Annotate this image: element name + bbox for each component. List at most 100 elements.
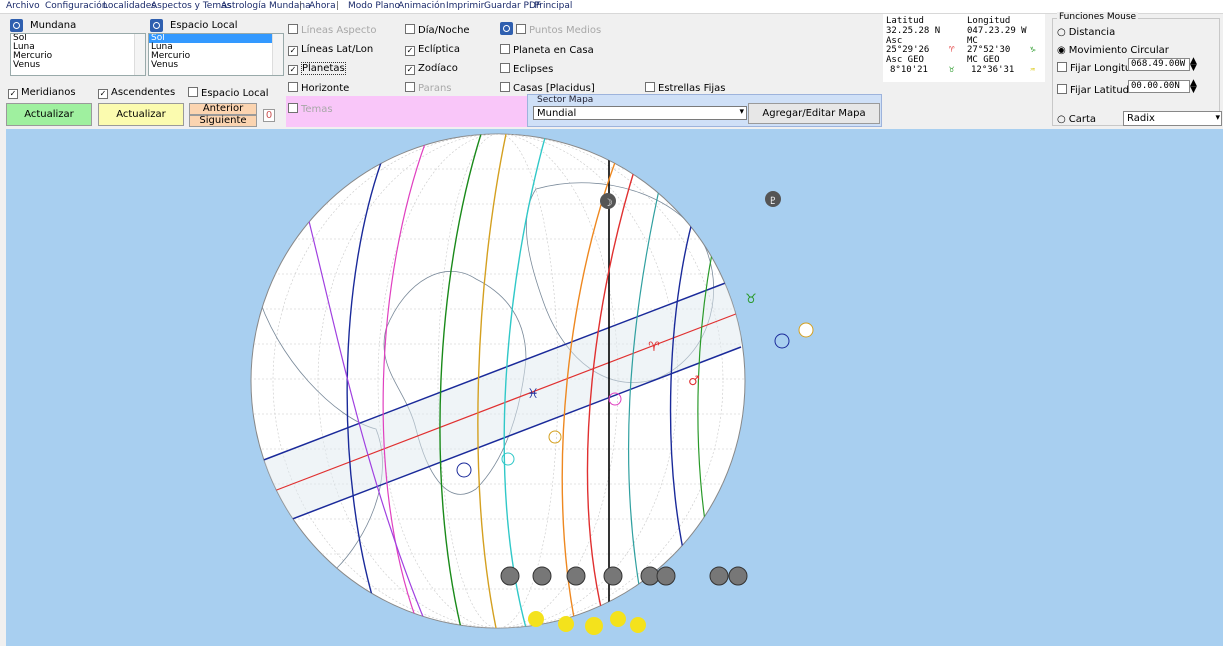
fijar-latitud-checkbox[interactable]: Fijar Latitud — [1057, 84, 1129, 96]
carta-radio[interactable]: ○ Carta — [1057, 114, 1097, 125]
neptune-marker — [456, 462, 472, 478]
settings-gear-icon[interactable] — [10, 19, 23, 32]
menu-guardar-pdf[interactable]: Guardar PDF — [484, 1, 542, 11]
planet-line — [439, 134, 482, 628]
planeta-en-casa-checkbox[interactable]: Planeta en Casa — [500, 44, 594, 56]
menu-ahora[interactable]: Ahora — [309, 1, 336, 11]
list-item[interactable]: Sol — [149, 34, 283, 43]
espacio-local-checkbox[interactable]: Espacio Local — [188, 87, 269, 99]
dia-noche-label: Día/Noche — [418, 25, 470, 36]
movimiento-circular-label: Movimiento Circular — [1068, 45, 1169, 56]
jupiter-marker — [774, 333, 790, 349]
casas-label: Casas [Placidus] — [513, 83, 595, 94]
casas-checkbox[interactable]: Casas [Placidus] — [500, 82, 595, 94]
mundana-title: Mundana — [30, 20, 77, 31]
mc-geo-value: 12°36'31 — [971, 65, 1015, 75]
ascendentes-label: Ascendentes — [111, 87, 176, 98]
menu-configuracion[interactable]: Configuración — [45, 1, 108, 11]
taurus-icon: ♉ — [745, 292, 757, 307]
zodiac-band-south — [260, 346, 742, 532]
ecliptica-checkbox[interactable]: ✓ Eclíptica — [405, 44, 461, 56]
carta-select[interactable]: Radix ▾ — [1123, 111, 1222, 126]
list-item[interactable]: Mercurio — [151, 51, 191, 61]
map-canvas[interactable]: ♓ ♈ ♉ ♂ ☽ ♇ — [6, 129, 1223, 646]
latitud-value: 32.25.28 N — [886, 26, 941, 36]
mc-geo-label: MC GEO — [967, 55, 1000, 65]
distancia-label: Distancia — [1068, 27, 1116, 38]
planet-line — [382, 140, 427, 620]
actualizar-button[interactable]: Actualizar — [98, 103, 184, 126]
agregar-mapa-button[interactable]: Agregar/Editar Mapa — [748, 103, 880, 124]
menu-principal[interactable]: Principal — [534, 1, 573, 11]
mouse-functions-title: Funciones Mouse — [1057, 12, 1139, 22]
list-item[interactable]: Venus — [13, 60, 41, 70]
actualizar-completo-button[interactable]: Actualizar Completo — [6, 103, 92, 141]
counter-field[interactable]: 0 — [263, 109, 275, 122]
zodiaco-checkbox[interactable]: ✓ Zodíaco — [405, 63, 458, 75]
eclipses-checkbox[interactable]: Eclipses — [500, 63, 553, 75]
bottom-yellow-markers — [528, 611, 646, 635]
siguiente-button[interactable]: Siguiente — [189, 115, 257, 127]
latitud-input[interactable]: 00.00.00N — [1128, 80, 1190, 93]
chevron-down-icon[interactable]: ▾ — [1215, 113, 1220, 123]
movimiento-circular-radio[interactable]: ◉ Movimiento Circular — [1057, 45, 1169, 56]
espacio-local-list[interactable]: Sol Luna Mercurio Venus — [148, 33, 284, 76]
menu-aspectos[interactable]: Aspectos y Temas — [151, 1, 232, 11]
longitud-input[interactable]: 068.49.00W — [1128, 58, 1190, 71]
lineas-latlon-checkbox[interactable]: ✓ Líneas Lat/Lon — [288, 44, 374, 56]
asc-value: 25°29'26 — [886, 45, 930, 55]
menu-bar: Archivo Configuración Localidades Aspect… — [0, 0, 1223, 14]
ascendentes-checkbox[interactable]: ✓ Ascendentes — [98, 87, 176, 99]
horizonte-checkbox[interactable]: Horizonte — [288, 82, 349, 94]
temas-checkbox[interactable]: Temas — [288, 103, 333, 115]
asc-geo-label: Asc GEO — [886, 55, 924, 65]
planet-line — [305, 208, 427, 625]
lineas-aspecto-checkbox[interactable]: Líneas Aspecto — [288, 24, 376, 36]
list-scrollbar[interactable] — [134, 34, 145, 75]
list-item[interactable]: Luna — [13, 42, 35, 52]
menu-imprimir[interactable]: Imprimir — [446, 1, 485, 11]
planetas-label: Planetas — [301, 62, 346, 75]
zodiaco-label: Zodíaco — [418, 63, 458, 74]
list-item[interactable]: Mercurio — [13, 51, 53, 61]
menu-archivo[interactable]: Archivo — [6, 1, 40, 11]
globe-svg[interactable]: ♓ ♈ ♉ ♂ ☽ ♇ — [6, 129, 1223, 646]
meridianos-checkbox[interactable]: ✓ Meridianos — [8, 87, 76, 99]
chevron-down-icon[interactable]: ▾ — [739, 107, 744, 117]
estrellas-fijas-label: Estrellas Fijas — [658, 83, 726, 94]
saturn-marker — [798, 322, 814, 338]
menu-modo-plano[interactable]: Modo Plano — [348, 1, 401, 11]
menu-astrologia[interactable]: Astrología Mundana — [221, 1, 311, 11]
distancia-radio[interactable]: ○ Distancia — [1057, 27, 1116, 38]
menu-animacion[interactable]: Animación — [398, 1, 446, 11]
meridianos-label: Meridianos — [21, 87, 76, 98]
settings-gear-icon[interactable] — [500, 22, 513, 35]
puntos-medios-checkbox[interactable]: Puntos Medios — [516, 24, 601, 36]
sun-marker — [548, 430, 562, 444]
dia-noche-checkbox[interactable]: Día/Noche — [405, 24, 470, 36]
planet-line — [627, 158, 667, 625]
spinner-icon[interactable]: ▲ ▼ — [1190, 56, 1197, 73]
sector-mapa-select[interactable]: Mundial ▾ — [533, 106, 747, 120]
planetas-checkbox[interactable]: ✓ Planetas — [288, 62, 346, 75]
settings-gear-icon[interactable] — [150, 19, 163, 32]
temas-panel — [286, 96, 527, 127]
list-item[interactable]: Sol — [13, 33, 27, 43]
list-scrollbar[interactable] — [272, 34, 283, 75]
anterior-button[interactable]: Anterior — [189, 103, 257, 115]
estrellas-fijas-checkbox[interactable]: Estrellas Fijas — [645, 82, 726, 94]
venus-marker — [608, 392, 622, 406]
mundana-list[interactable]: Sol Luna Mercurio Venus — [10, 33, 146, 76]
pisces-icon: ♓ — [527, 387, 539, 402]
fijar-longitud-checkbox[interactable]: Fijar Longitud — [1057, 62, 1138, 74]
temas-label: Temas — [301, 104, 333, 115]
list-item[interactable]: Venus — [151, 60, 179, 70]
coordinates-panel: Latitud 32.25.28 N Longitud 047.23.29 W … — [883, 14, 1045, 82]
mc-value: 27°52'30 — [967, 45, 1011, 55]
menu-localidades[interactable]: Localidades — [103, 1, 156, 11]
planet-line — [586, 134, 647, 628]
spinner-icon[interactable]: ▲ ▼ — [1190, 78, 1197, 95]
parans-checkbox[interactable]: Parans — [405, 82, 452, 94]
planet-line — [503, 134, 547, 628]
list-item[interactable]: Luna — [151, 42, 173, 52]
